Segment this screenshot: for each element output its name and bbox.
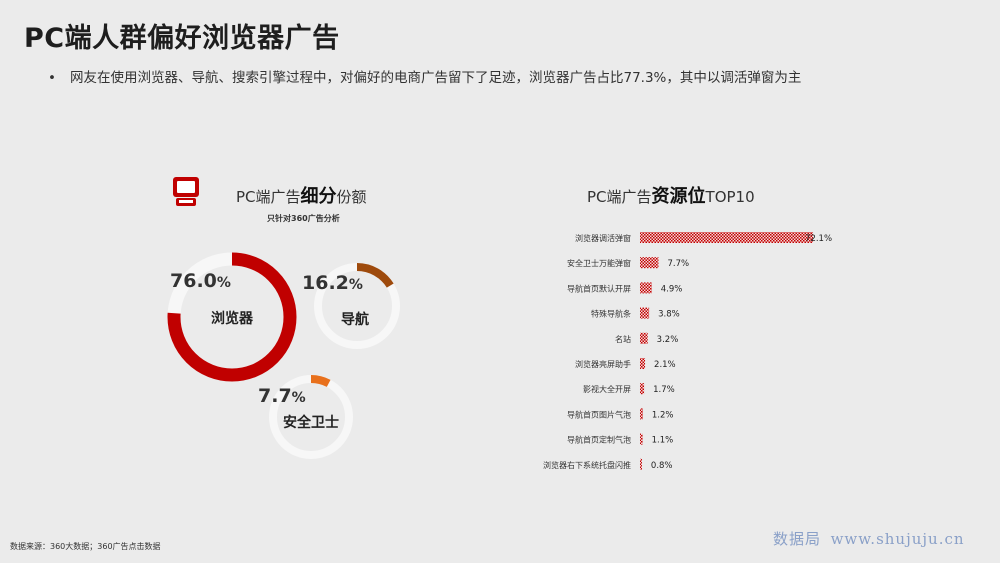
bar-value-label: 3.2%: [657, 335, 679, 345]
bar-category-label: 特殊导航条: [591, 309, 631, 319]
bar-value-label: 7.7%: [667, 259, 689, 269]
bar-mark: [640, 458, 642, 470]
bar-value-label: 1.2%: [652, 410, 674, 420]
bar-category-label: 浏览器调活弹窗: [575, 233, 631, 243]
bar-value-label: 2.1%: [654, 360, 676, 370]
bar-title-post: TOP10: [705, 188, 755, 206]
bar-mark: [640, 433, 643, 445]
donut-value-browser: 76.0%: [170, 270, 231, 292]
bar-panel-title: PC端广告资源位TOP10: [587, 182, 755, 208]
donut-panel-title: PC端广告细分份额: [236, 182, 367, 208]
donut-title-bold: 细分: [300, 186, 337, 207]
page-title: PC端人群偏好浏览器广告: [24, 23, 340, 54]
donut-label-browser: 浏览器: [211, 311, 253, 327]
donut-arc-nav: [314, 263, 400, 349]
bar-mark: [640, 383, 645, 395]
donut-value-security-number: 7.7: [258, 385, 292, 407]
bar-category-label: 导航首页图片气泡: [567, 409, 631, 419]
bar-value-label: 1.1%: [652, 436, 674, 446]
bar-mark: [640, 232, 814, 243]
bar-category-label: 导航首页默认开屏: [567, 283, 631, 293]
bar-category-label: 浏览器右下系统托盘闪推: [543, 460, 631, 470]
bar-category-label: 导航首页定制气泡: [567, 435, 631, 445]
resource-bar-chart: 浏览器调活弹窗 72.1% 安全卫士万能弹窗 7.7% 导航首页默认开屏 4.9% 特殊导航…: [543, 232, 832, 471]
watermark: 数据局 www.shujuju.cn: [773, 528, 965, 549]
donut-value-nav-number: 16.2: [302, 272, 349, 294]
bar-mark: [640, 282, 652, 294]
bar-title-pre: PC端广告: [587, 188, 652, 206]
bar-title-bold: 资源位: [651, 186, 706, 207]
watermark-url: www.shujuju.cn: [830, 530, 965, 548]
donut-title-pre: PC端广告: [236, 188, 301, 206]
bar-mark: [640, 358, 646, 369]
donut-label-nav: 导航: [341, 312, 369, 328]
donut-value-security: 7.7%: [258, 385, 306, 407]
donut-label-security: 安全卫士: [283, 415, 339, 431]
donut-subtitle: 只针对360广告分析: [267, 214, 340, 223]
bar-value-label: 4.9%: [661, 284, 683, 294]
bar-value-label: 1.7%: [653, 385, 675, 395]
summary-bullet: • 网友在使用浏览器、导航、搜索引擎过程中，对偏好的电商广告留下了足迹，浏览器广告…: [48, 66, 801, 86]
donut-value-browser-unit: %: [216, 275, 231, 291]
watermark-cn: 数据局: [773, 530, 822, 548]
bar-mark: [640, 257, 659, 269]
bar-mark: [640, 408, 643, 420]
bar-mark: [640, 332, 648, 344]
laptop-icon: [173, 177, 199, 206]
summary-text: 网友在使用浏览器、导航、搜索引擎过程中，对偏好的电商广告留下了足迹，浏览器广告占…: [70, 70, 802, 86]
bar-category-label: 浏览器亮屏助手: [575, 359, 631, 369]
bullet-marker: •: [48, 70, 56, 86]
donut-value-browser-number: 76.0: [170, 270, 217, 292]
donut-title-post: 份额: [336, 188, 367, 206]
bar-category-label: 安全卫士万能弹窗: [567, 258, 631, 268]
donut-value-security-unit: %: [291, 390, 306, 406]
bar-value-label: 0.8%: [651, 461, 673, 471]
donut-value-nav: 16.2%: [302, 272, 363, 294]
bar-value-label: 72.1%: [805, 234, 832, 244]
data-source: 数据来源：360大数据；360广告点击数据: [10, 542, 161, 551]
bar-value-label: 3.8%: [658, 310, 680, 320]
bar-category-label: 名站: [615, 334, 631, 344]
donut-arc-security: [269, 375, 353, 459]
donut-value-nav-unit: %: [348, 277, 363, 293]
donut-arc-browser: [167, 252, 297, 382]
bar-mark: [640, 307, 650, 319]
bar-category-label: 影视大全开屏: [583, 384, 631, 394]
